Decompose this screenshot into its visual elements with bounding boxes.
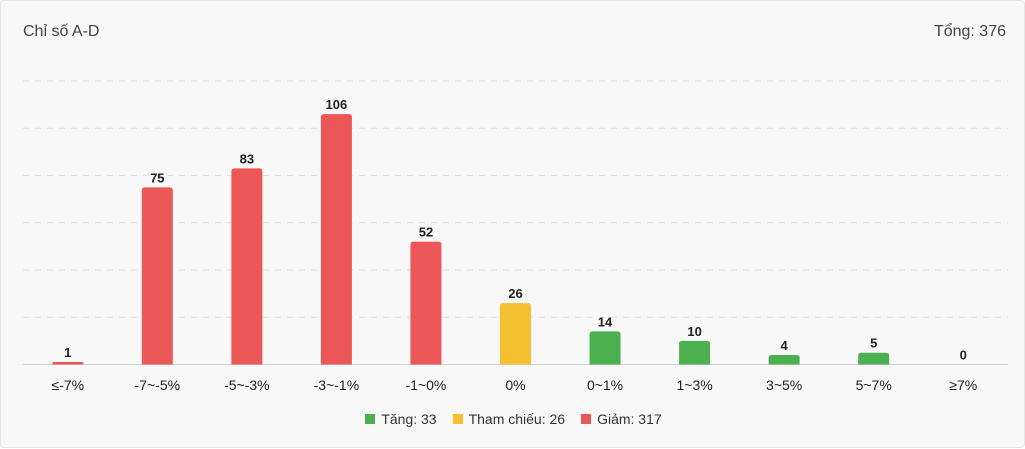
bar-7 xyxy=(679,340,711,365)
bar-3 xyxy=(320,114,352,365)
bar-value-label: 106 xyxy=(326,97,348,112)
x-tick-label: 0% xyxy=(505,377,525,393)
legend-swatch-up xyxy=(365,414,376,424)
bar-value-label: 1 xyxy=(64,345,71,360)
legend-item-down[interactable]: Giảm: 317 xyxy=(581,411,662,427)
bar-8 xyxy=(768,355,800,365)
bar-value-label: 83 xyxy=(240,151,254,166)
bar-6 xyxy=(589,331,621,365)
x-tick-label: -7~-5% xyxy=(135,377,181,393)
x-tick-label: 3~5% xyxy=(766,377,802,393)
x-tick-label: -5~-3% xyxy=(224,377,270,393)
chart-title: Chỉ số A-D xyxy=(23,23,100,40)
legend-swatch-down xyxy=(581,414,592,424)
legend-label-ref: Tham chiếu: 26 xyxy=(468,411,566,427)
legend-swatch-ref xyxy=(452,414,463,424)
x-tick-label: -1~0% xyxy=(406,377,447,393)
bar-value-label: 14 xyxy=(598,314,613,329)
bar-9 xyxy=(858,352,890,365)
bar-0 xyxy=(52,362,84,365)
bar-value-label: 0 xyxy=(960,348,967,363)
x-tick-label: ≤-7% xyxy=(51,377,84,393)
chart-legend: Tăng: 33 Tham chiếu: 26 Giảm: 317 xyxy=(1,411,1025,427)
x-tick-label: 1~3% xyxy=(676,377,712,393)
x-tick-label: ≥7% xyxy=(949,377,977,393)
total-count: Tổng: 376 xyxy=(933,23,1006,40)
legend-item-ref[interactable]: Tham chiếu: 26 xyxy=(452,411,566,427)
bar-4 xyxy=(410,241,442,365)
bar-value-label: 5 xyxy=(870,336,877,351)
bar-5 xyxy=(500,303,531,365)
bar-1 xyxy=(141,187,173,365)
legend-label-up: Tăng: 33 xyxy=(381,411,437,427)
bar-value-label: 4 xyxy=(781,338,789,353)
legend-label-down: Giảm: 317 xyxy=(597,411,662,427)
bar-value-label: 52 xyxy=(419,225,433,240)
legend-item-up[interactable]: Tăng: 33 xyxy=(365,411,437,427)
x-tick-label: 5~7% xyxy=(856,377,892,393)
bar-value-label: 10 xyxy=(687,324,701,339)
bar-value-label: 75 xyxy=(150,170,164,185)
x-tick-label: -3~-1% xyxy=(314,377,360,393)
bar-value-label: 26 xyxy=(508,286,522,301)
bar-2 xyxy=(231,168,263,365)
x-tick-label: 0~1% xyxy=(587,377,623,393)
